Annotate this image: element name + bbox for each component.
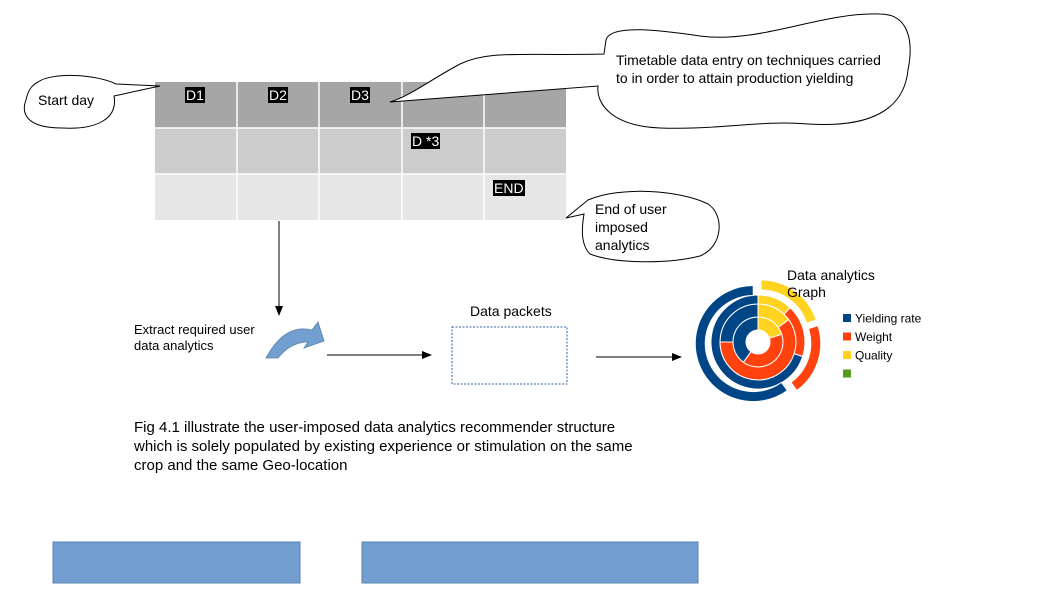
cell-d2: D2	[268, 87, 288, 103]
curved-arrow-icon	[265, 321, 325, 359]
end-callout	[565, 190, 720, 263]
donut-chart	[694, 279, 822, 403]
timetable-callout	[389, 13, 911, 129]
timetable-callout-label: Timetable data entry on techniques carri…	[616, 52, 881, 86]
cell-d-star-3: D *3	[411, 133, 441, 149]
footer-bar-right	[361, 541, 699, 584]
cell-d2-text: D2	[268, 87, 288, 103]
end-callout-label: End of user imposed analytics	[595, 201, 667, 253]
legend-swatch	[843, 314, 851, 322]
cell-end: END	[493, 180, 525, 196]
legend-swatch	[843, 332, 851, 341]
footer-bar-left	[52, 541, 301, 584]
chart-title: Data analytics Graph	[787, 267, 875, 300]
legend-swatch	[843, 369, 851, 378]
chart-legend: Yielding rate Weight Quality	[843, 312, 922, 378]
donut-slice	[790, 324, 822, 392]
legend-label: Weight	[855, 330, 893, 344]
donut-slice	[760, 279, 817, 324]
cell-d1: D1	[185, 87, 205, 103]
data-packets-title: Data packets	[470, 303, 552, 319]
cell-d3: D3	[350, 87, 370, 103]
data-packets-box	[451, 326, 568, 385]
cell-d3-text: D3	[350, 87, 370, 103]
donut-slice	[694, 285, 789, 403]
cell-d-star-3-text: D *3	[411, 133, 441, 149]
start-day-callout	[23, 75, 161, 129]
legend-label: Yielding rate	[855, 312, 922, 326]
extract-label: Extract required user data analytics	[134, 322, 255, 353]
figure-caption: Fig 4.1 illustrate the user-imposed data…	[134, 419, 633, 474]
legend-label: Quality	[855, 349, 892, 363]
cell-end-text: END	[493, 180, 525, 196]
timetable-row-2	[155, 128, 566, 174]
legend-swatch	[843, 351, 851, 359]
cell-d1-text: D1	[185, 87, 205, 103]
start-day-label: Start day	[38, 92, 95, 108]
donut-slice	[710, 294, 804, 390]
